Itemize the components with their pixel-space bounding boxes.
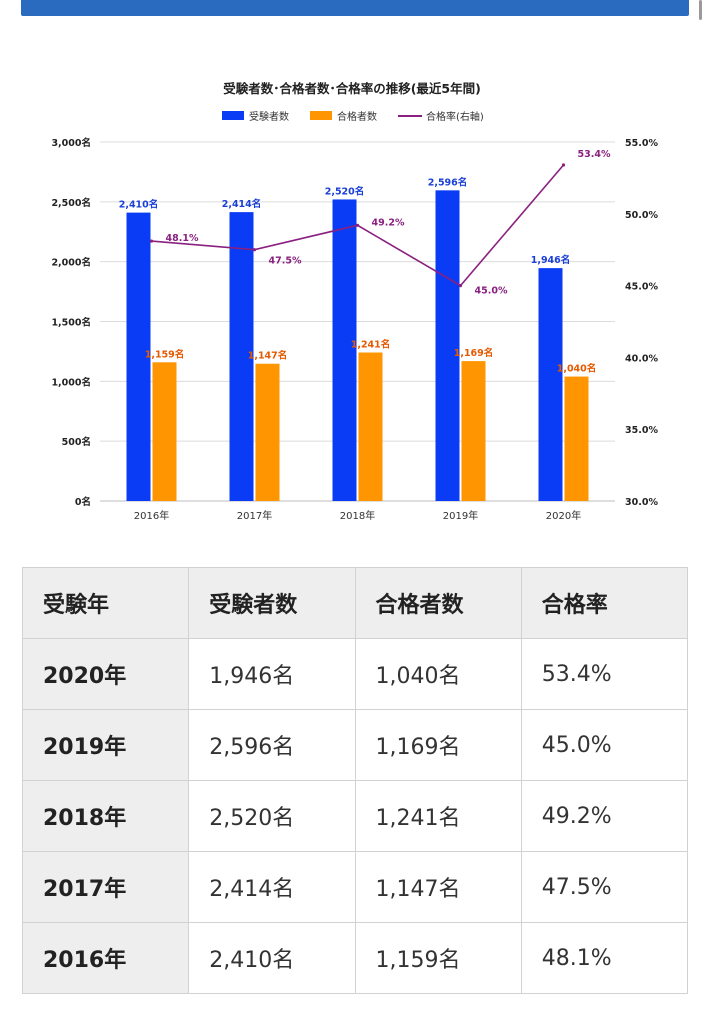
- cell-passers: 1,147名: [354, 851, 522, 923]
- chart-title: 受験者数･合格者数･合格率の推移(最近5年間): [223, 81, 481, 96]
- cell-passers: 1,241名: [354, 780, 522, 852]
- cell-examinees: 2,596名: [188, 709, 356, 781]
- cell-passers: 1,169名: [354, 709, 522, 781]
- x-tick-label: 2019年: [443, 509, 478, 522]
- bar-examinees: [332, 199, 357, 501]
- y-right-tick-label: 45.0%: [625, 282, 658, 293]
- y-right-tick-label: 35.0%: [625, 425, 658, 436]
- point-pass-rate: [561, 163, 566, 167]
- data-label-pass-rate: 47.5%: [269, 256, 302, 267]
- cell-year: 2020年: [21, 638, 190, 710]
- data-label-pass-rate: 45.0%: [475, 286, 508, 297]
- bar-passers: [358, 352, 383, 501]
- data-label-passers: 1,159名: [145, 348, 185, 360]
- header-passers: 合格者数: [354, 567, 522, 639]
- table-row: 2018年 2,520名 1,241名 49.2%: [21, 780, 689, 852]
- data-label-pass-rate: 53.4%: [578, 149, 611, 160]
- point-pass-rate: [458, 284, 463, 288]
- data-label-passers: 1,169名: [454, 347, 494, 359]
- cell-examinees: 1,946名: [188, 638, 356, 710]
- x-tick-label: 2018年: [340, 509, 375, 522]
- cell-pass-rate: 53.4%: [520, 638, 689, 710]
- cell-year: 2017年: [21, 851, 190, 923]
- cell-examinees: 2,410名: [188, 922, 356, 994]
- table-row: 2020年 1,946名 1,040名 53.4%: [21, 638, 689, 710]
- data-label-examinees: 2,596名: [428, 176, 468, 188]
- y-left-tick-label: 1,500名: [51, 317, 91, 329]
- y-left-tick-label: 500名: [62, 436, 91, 448]
- cell-passers: 1,040名: [354, 638, 522, 710]
- legend-entry: 合格者数: [337, 110, 377, 123]
- bar-examinees: [435, 190, 460, 501]
- data-label-examinees: 1,946名: [531, 254, 571, 266]
- bar-examinees: [229, 212, 254, 501]
- cell-year: 2018年: [21, 780, 190, 852]
- y-right-tick-label: 50.0%: [625, 210, 658, 221]
- data-label-pass-rate: 48.1%: [166, 233, 199, 244]
- y-right-tick-label: 55.0%: [625, 138, 658, 149]
- y-left-tick-label: 1,000名: [51, 376, 91, 388]
- data-label-examinees: 2,410名: [119, 199, 159, 211]
- cell-examinees: 2,520名: [188, 780, 356, 852]
- data-label-examinees: 2,520名: [325, 185, 365, 197]
- bar-passers: [152, 362, 177, 501]
- table-row: 2017年 2,414名 1,147名 47.5%: [21, 851, 689, 923]
- data-label-passers: 1,040名: [557, 363, 597, 375]
- y-right-tick-label: 40.0%: [625, 353, 658, 364]
- y-left-tick-label: 2,000名: [51, 257, 91, 269]
- y-right-tick-label: 30.0%: [625, 497, 658, 508]
- header-examinees: 受験者数: [188, 567, 356, 639]
- x-tick-label: 2016年: [134, 509, 169, 522]
- legend-swatch: [310, 111, 332, 120]
- x-tick-label: 2017年: [237, 509, 272, 522]
- table-header-row: 受験年 受験者数 合格者数 合格率: [21, 567, 689, 639]
- header-pass-rate: 合格率: [520, 567, 689, 639]
- y-left-tick-label: 2,500名: [51, 197, 91, 209]
- legend-entry: 合格率(右軸): [426, 110, 484, 123]
- data-label-pass-rate: 49.2%: [372, 217, 405, 228]
- results-table: 受験年 受験者数 合格者数 合格率 2020年 1,946名 1,040名 53…: [21, 567, 689, 994]
- y-left-tick-label: 0名: [75, 496, 91, 508]
- cell-pass-rate: 49.2%: [520, 780, 689, 852]
- legend-swatch: [222, 111, 244, 120]
- data-label-examinees: 2,414名: [222, 198, 262, 210]
- legend-entry: 受験者数: [249, 110, 289, 123]
- cell-year: 2019年: [21, 709, 190, 781]
- x-tick-label: 2020年: [546, 509, 581, 522]
- data-label-passers: 1,241名: [351, 338, 391, 350]
- point-pass-rate: [149, 239, 154, 243]
- bar-passers: [255, 363, 280, 501]
- point-pass-rate: [252, 248, 257, 252]
- point-pass-rate: [355, 223, 360, 227]
- table-row: 2016年 2,410名 1,159名 48.1%: [21, 922, 689, 994]
- cell-pass-rate: 47.5%: [520, 851, 689, 923]
- combo-chart: 受験者数･合格者数･合格率の推移(最近5年間) 受験者数 合格者数 合格率(右軸) 0名…: [51, 81, 658, 522]
- bar-examinees: [538, 268, 563, 501]
- bar-passers: [461, 361, 486, 501]
- header-bar: [21, 0, 689, 16]
- cell-pass-rate: 45.0%: [520, 709, 689, 781]
- cell-passers: 1,159名: [354, 922, 522, 994]
- bar-examinees: [126, 212, 151, 501]
- y-left-tick-label: 3,000名: [51, 137, 91, 149]
- cell-year: 2016年: [21, 922, 190, 994]
- header-year: 受験年: [21, 567, 190, 639]
- cell-examinees: 2,414名: [188, 851, 356, 923]
- bar-passers: [564, 376, 589, 501]
- data-label-passers: 1,147名: [248, 350, 288, 362]
- scroll-indicator[interactable]: [699, 0, 702, 20]
- cell-pass-rate: 48.1%: [520, 922, 689, 994]
- table-row: 2019年 2,596名 1,169名 45.0%: [21, 709, 689, 781]
